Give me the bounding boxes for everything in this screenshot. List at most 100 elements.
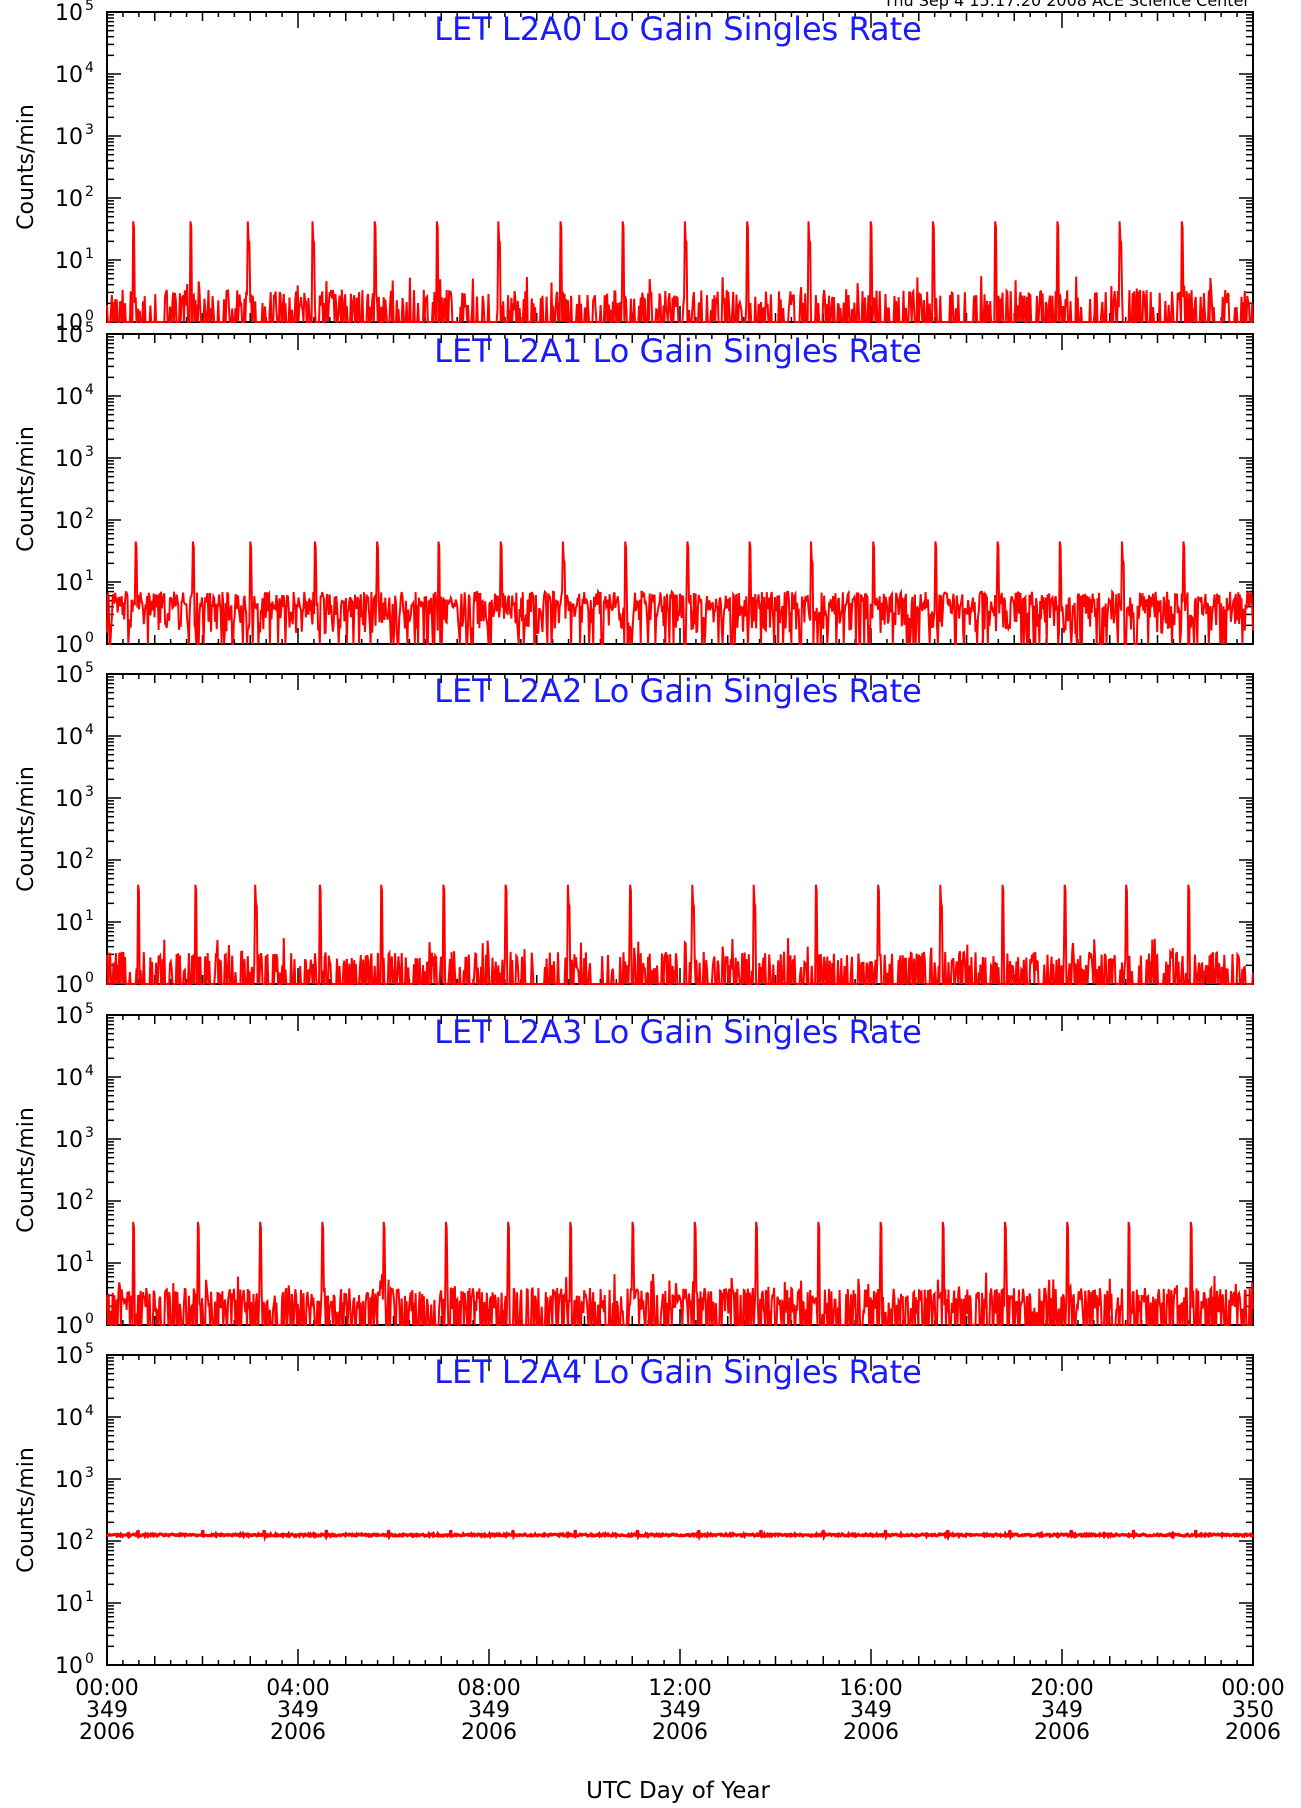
panel-title: LET L2A4 Lo Gain Singles Rate <box>434 1353 922 1391</box>
y-tick-exponent: 0 <box>85 1311 94 1327</box>
y-tick-exponent: 2 <box>85 1187 94 1203</box>
y-tick-label: 10 <box>55 911 83 936</box>
svg-text:350: 350 <box>1232 1698 1274 1723</box>
svg-text:12:00: 12:00 <box>648 1676 711 1701</box>
svg-text:08:00: 08:00 <box>457 1676 520 1701</box>
y-tick-exponent: 3 <box>85 444 94 460</box>
svg-text:349: 349 <box>86 1698 128 1723</box>
y-tick-label: 10 <box>55 125 83 150</box>
y-tick-exponent: 2 <box>85 846 94 862</box>
y-tick-label: 10 <box>55 1190 83 1215</box>
y-tick-label: 10 <box>55 849 83 874</box>
svg-text:2006: 2006 <box>1034 1720 1090 1745</box>
header-text: Thu Sep 4 15:17:20 2008 ACE Science Cent… <box>883 0 1251 10</box>
series-path <box>106 221 1254 323</box>
y-tick-label: 10 <box>55 323 83 348</box>
y-tick-exponent: 5 <box>85 320 94 336</box>
svg-text:349: 349 <box>659 1698 701 1723</box>
series-line <box>106 884 1254 985</box>
y-tick-exponent: 2 <box>85 1527 94 1543</box>
x-ticks <box>106 1015 1254 1325</box>
y-tick-label: 10 <box>55 447 83 472</box>
y-tick-exponent: 3 <box>85 1465 94 1481</box>
y-ticks <box>107 673 1253 985</box>
svg-text:00:00: 00:00 <box>1221 1676 1284 1701</box>
svg-text:2006: 2006 <box>1225 1720 1281 1745</box>
svg-text:2006: 2006 <box>270 1720 326 1745</box>
svg-text:2006: 2006 <box>461 1720 517 1745</box>
series-path <box>106 541 1254 645</box>
y-tick-label: 10 <box>55 187 83 212</box>
svg-text:2006: 2006 <box>652 1720 708 1745</box>
svg-text:2006: 2006 <box>79 1720 135 1745</box>
y-tick-exponent: 0 <box>85 308 94 324</box>
y-tick-label: 10 <box>55 1406 83 1431</box>
y-tick-label: 10 <box>55 1592 83 1617</box>
series-line <box>106 1221 1254 1326</box>
svg-text:349: 349 <box>850 1698 892 1723</box>
y-axis-label: Counts/min <box>14 766 39 892</box>
y-tick-label: 10 <box>55 385 83 410</box>
series-line <box>105 1529 1255 1542</box>
y-tick-label: 10 <box>55 1004 83 1029</box>
y-ticks <box>107 1354 1253 1666</box>
svg-text:00:00: 00:00 <box>75 1676 138 1701</box>
series-line <box>106 221 1254 323</box>
svg-text:2006: 2006 <box>843 1720 899 1745</box>
svg-text:349: 349 <box>1041 1698 1083 1723</box>
svg-text:349: 349 <box>277 1698 319 1723</box>
y-tick-exponent: 4 <box>85 1063 94 1079</box>
y-tick-exponent: 4 <box>85 1403 94 1419</box>
panel-title: LET L2A1 Lo Gain Singles Rate <box>434 332 922 370</box>
svg-text:349: 349 <box>468 1698 510 1723</box>
y-tick-exponent: 3 <box>85 784 94 800</box>
y-ticks <box>107 1014 1253 1326</box>
x-ticks <box>106 1355 1254 1665</box>
y-tick-exponent: 2 <box>85 184 94 200</box>
y-tick-exponent: 5 <box>85 1001 94 1017</box>
y-tick-exponent: 1 <box>85 1589 94 1605</box>
y-axis-label: Counts/min <box>14 1107 39 1233</box>
y-tick-label: 10 <box>55 1252 83 1277</box>
y-tick-label: 10 <box>55 1468 83 1493</box>
y-tick-exponent: 1 <box>85 908 94 924</box>
y-tick-exponent: 0 <box>85 970 94 986</box>
y-tick-label: 10 <box>55 1314 83 1339</box>
y-tick-label: 10 <box>55 1 83 26</box>
y-tick-label: 10 <box>55 787 83 812</box>
y-tick-label: 10 <box>55 311 83 336</box>
y-ticks <box>107 11 1253 323</box>
y-tick-exponent: 2 <box>85 506 94 522</box>
y-tick-label: 10 <box>55 633 83 658</box>
y-tick-label: 10 <box>55 973 83 998</box>
x-ticks <box>106 12 1254 322</box>
x-axis-tick-labels: 00:00349200604:00349200608:00349200612:0… <box>75 1676 1284 1745</box>
y-tick-label: 10 <box>55 1344 83 1369</box>
y-tick-exponent: 1 <box>85 568 94 584</box>
y-tick-exponent: 5 <box>85 0 94 14</box>
svg-text:04:00: 04:00 <box>266 1676 329 1701</box>
y-tick-label: 10 <box>55 249 83 274</box>
y-tick-label: 10 <box>55 509 83 534</box>
x-axis-label: UTC Day of Year <box>586 1778 770 1804</box>
y-tick-label: 10 <box>55 1066 83 1091</box>
plot-frame <box>106 1014 1254 1326</box>
series-path <box>106 884 1254 985</box>
series-path <box>105 1529 1255 1542</box>
y-tick-exponent: 1 <box>85 246 94 262</box>
y-tick-exponent: 5 <box>85 660 94 676</box>
svg-text:16:00: 16:00 <box>839 1676 902 1701</box>
